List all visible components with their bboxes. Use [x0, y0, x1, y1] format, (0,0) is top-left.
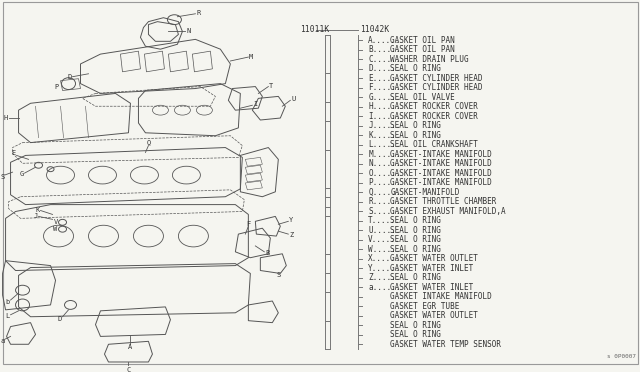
Text: D......: D...... — [368, 64, 401, 73]
Text: 11011K: 11011K — [300, 25, 330, 34]
Text: S: S — [276, 272, 280, 278]
Text: GASKET WATER INLET: GASKET WATER INLET — [390, 264, 474, 273]
Text: H: H — [3, 115, 8, 121]
Text: V......: V...... — [368, 235, 401, 244]
Text: L......: L...... — [368, 140, 401, 149]
Text: D: D — [67, 74, 72, 80]
Text: P: P — [54, 84, 59, 90]
Text: GASKET-INTAKE MANIFOLD: GASKET-INTAKE MANIFOLD — [390, 169, 492, 178]
Text: GASKET INTAKE MANIFOLD: GASKET INTAKE MANIFOLD — [390, 292, 492, 301]
Text: R: R — [196, 10, 200, 16]
Text: N: N — [186, 29, 191, 35]
Text: GASKET EXHAUST MANIFOLD,A: GASKET EXHAUST MANIFOLD,A — [390, 207, 506, 216]
Text: J: J — [33, 214, 38, 219]
Text: H......: H...... — [368, 102, 401, 111]
Text: SEAL O RING: SEAL O RING — [390, 131, 441, 140]
Text: GASKET WATER TEMP SENSOR: GASKET WATER TEMP SENSOR — [390, 340, 501, 349]
Text: SEAL OIL CRANKSHAFT: SEAL OIL CRANKSHAFT — [390, 140, 478, 149]
Text: GASKET-INTAKE MANIFOLD: GASKET-INTAKE MANIFOLD — [390, 150, 492, 159]
Text: M......: M...... — [368, 150, 401, 159]
Text: C: C — [126, 367, 131, 372]
Text: J......: J...... — [368, 121, 401, 130]
Text: GASKET WATER INLET: GASKET WATER INLET — [390, 283, 474, 292]
Text: GASKET OIL PAN: GASKET OIL PAN — [390, 45, 455, 54]
Text: V: V — [53, 219, 58, 225]
Text: L: L — [6, 313, 10, 319]
Text: Y......: Y...... — [368, 264, 401, 273]
Text: Z: Z — [289, 232, 293, 238]
Text: SEAL O RING: SEAL O RING — [390, 330, 441, 339]
Text: G......: G...... — [368, 93, 401, 102]
Text: GASKET-INTAKE MANIFOLD: GASKET-INTAKE MANIFOLD — [390, 159, 492, 168]
Text: 11042K: 11042K — [360, 25, 390, 34]
Text: GASKET-MANIFOLD: GASKET-MANIFOLD — [390, 188, 460, 197]
Text: F: F — [246, 221, 250, 227]
Text: K: K — [35, 206, 40, 212]
Text: A......: A...... — [368, 36, 401, 45]
Text: SEAL O RING: SEAL O RING — [390, 235, 441, 244]
Text: SEAL O RING: SEAL O RING — [390, 321, 441, 330]
Text: N......: N...... — [368, 159, 401, 168]
Text: Y: Y — [289, 217, 293, 223]
Text: GASKET WATER OUTLET: GASKET WATER OUTLET — [390, 254, 478, 263]
Text: GASKET EGR TUBE: GASKET EGR TUBE — [390, 302, 460, 311]
Text: SEAL O RING: SEAL O RING — [390, 121, 441, 130]
Text: I......: I...... — [368, 112, 401, 121]
Text: O......: O...... — [368, 169, 401, 178]
Text: SEAL OIL VALVE: SEAL OIL VALVE — [390, 93, 455, 102]
Text: I: I — [253, 101, 257, 107]
Text: Q......: Q...... — [368, 188, 401, 197]
Text: s 0P0007: s 0P0007 — [607, 353, 636, 359]
Text: B......: B...... — [368, 45, 401, 54]
Text: GASKET ROCKER COVER: GASKET ROCKER COVER — [390, 112, 478, 121]
Text: M: M — [249, 54, 253, 60]
Text: E: E — [12, 150, 16, 157]
Text: SEAL O RING: SEAL O RING — [390, 217, 441, 225]
Text: a......: a...... — [368, 283, 401, 292]
Text: X......: X...... — [368, 254, 401, 263]
Text: R......: R...... — [368, 197, 401, 206]
Text: b: b — [6, 299, 10, 305]
Text: D: D — [58, 316, 61, 322]
Text: GASKET OIL PAN: GASKET OIL PAN — [390, 36, 455, 45]
Text: GASKET WATER OUTLET: GASKET WATER OUTLET — [390, 311, 478, 320]
Text: SEAL O RING: SEAL O RING — [390, 226, 441, 235]
Text: A: A — [129, 344, 132, 350]
Text: E......: E...... — [368, 74, 401, 83]
Text: Z......: Z...... — [368, 273, 401, 282]
Text: T......: T...... — [368, 217, 401, 225]
Text: S......: S...... — [368, 207, 401, 216]
Text: B: B — [265, 250, 269, 256]
Text: P......: P...... — [368, 178, 401, 187]
Text: T: T — [269, 83, 273, 89]
Text: Q: Q — [147, 140, 150, 145]
Text: U......: U...... — [368, 226, 401, 235]
Text: W......: W...... — [368, 245, 401, 254]
Text: SEAL O RING: SEAL O RING — [390, 273, 441, 282]
Text: C......: C...... — [368, 55, 401, 64]
Text: G: G — [19, 171, 24, 177]
Text: U: U — [291, 96, 296, 102]
Text: K......: K...... — [368, 131, 401, 140]
Text: GASKET ROCKER COVER: GASKET ROCKER COVER — [390, 102, 478, 111]
Text: W: W — [53, 226, 58, 232]
Text: S: S — [1, 174, 4, 180]
Text: SEAL O RING: SEAL O RING — [390, 64, 441, 73]
Text: WASHER DRAIN PLUG: WASHER DRAIN PLUG — [390, 55, 469, 64]
Text: F......: F...... — [368, 83, 401, 92]
Text: GASKET CYLINDER HEAD: GASKET CYLINDER HEAD — [390, 83, 483, 92]
Text: GASKET THROTTLE CHAMBER: GASKET THROTTLE CHAMBER — [390, 197, 497, 206]
Text: GASKET-INTAKE MANIFOLD: GASKET-INTAKE MANIFOLD — [390, 178, 492, 187]
Text: SEAL O RING: SEAL O RING — [390, 245, 441, 254]
Text: a: a — [1, 338, 4, 344]
Text: GASKET CYLINDER HEAD: GASKET CYLINDER HEAD — [390, 74, 483, 83]
